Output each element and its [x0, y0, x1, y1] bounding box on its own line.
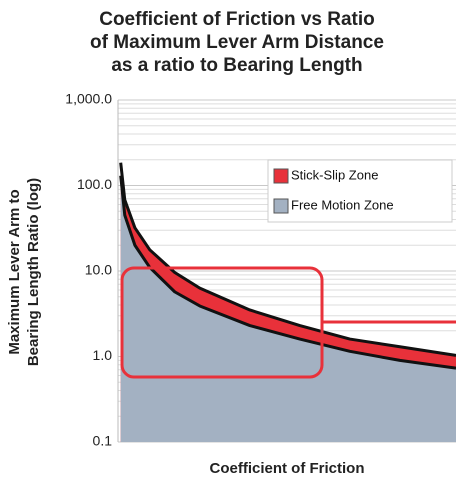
y-tick-label: 1.0 [93, 347, 113, 363]
chart-title: of Maximum Lever Arm Distance [90, 32, 384, 53]
y-tick-label: 100.0 [77, 176, 112, 192]
area [120, 175, 456, 442]
y-tick-label: 10.0 [85, 262, 112, 278]
legend-box [267, 159, 453, 223]
y-tick-label: 1,000.0 [65, 91, 112, 107]
x-axis-label: Coefficient of Friction [210, 460, 365, 477]
legend: Stick-Slip Zone Free Motion Zone [267, 159, 453, 223]
boundary-line [119, 175, 456, 370]
y-tick-label: 0.1 [93, 433, 113, 449]
y-axis-label: Maximum Lever Arm to [6, 189, 23, 354]
chart-title: Coefficient of Friction vs Ratio [99, 9, 375, 30]
plot-areas [119, 162, 456, 443]
legend-swatch [273, 198, 289, 214]
y-axis-label: Bearing Length Ratio (log) [25, 178, 42, 366]
boundary-line [119, 162, 456, 357]
labels: Coefficient of Friction vs Ratio of Maxi… [6, 9, 384, 477]
legend-label: Stick-Slip Zone [291, 167, 378, 182]
chart-title: as a ratio to Bearing Length [111, 55, 362, 76]
legend-swatch [273, 168, 289, 184]
legend-label: Free Motion Zone [291, 197, 394, 212]
